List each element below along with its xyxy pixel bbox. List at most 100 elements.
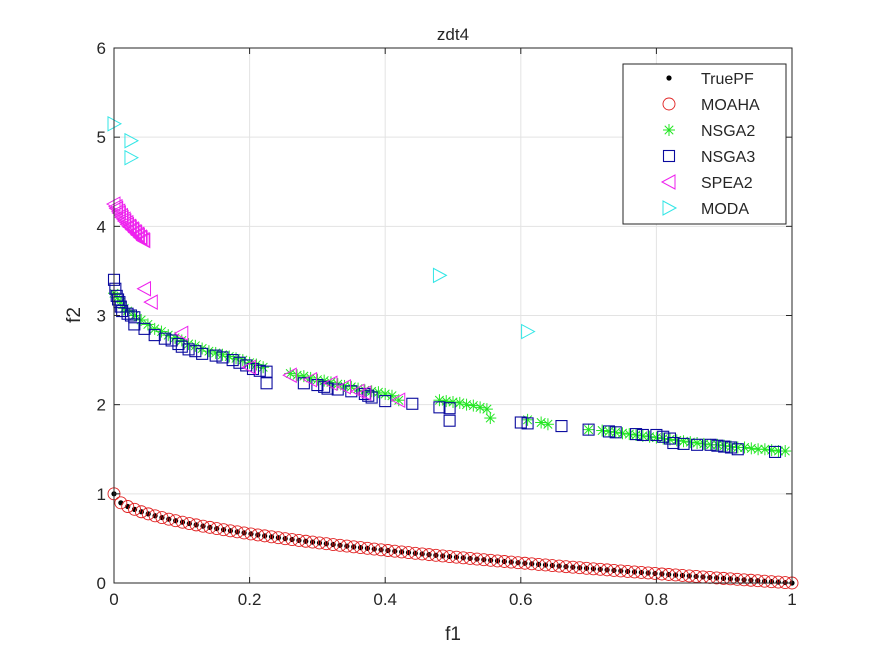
data-point (111, 205, 126, 221)
data-point (196, 347, 209, 360)
data-point (360, 541, 374, 555)
data-point (118, 214, 134, 231)
data-point (114, 496, 128, 510)
data-point (121, 307, 134, 320)
data-point (700, 574, 706, 580)
data-point (602, 425, 615, 438)
data-point (311, 378, 324, 392)
y-tick-label: 6 (97, 39, 106, 58)
data-point (223, 350, 236, 363)
tick-labels: 0 0.2 0.4 0.6 0.8 1 0 1 2 3 4 5 6 (97, 39, 797, 609)
data-point (148, 509, 162, 523)
data-point (648, 567, 662, 580)
y-axis-label: f2 (64, 307, 85, 323)
data-point (124, 309, 137, 322)
data-point (497, 555, 511, 568)
data-point (727, 576, 733, 582)
data-point (628, 565, 641, 579)
data-point (484, 412, 497, 425)
data-point (655, 567, 669, 581)
x-tick-label: 0 (109, 590, 118, 609)
data-point (189, 345, 202, 358)
data-point (260, 377, 273, 390)
data-point (436, 549, 450, 563)
data-point (367, 542, 381, 556)
data-point (667, 436, 680, 450)
data-point (210, 522, 224, 535)
data-point (388, 544, 402, 558)
data-point (313, 536, 326, 550)
data-marks (105, 115, 799, 590)
data-point (514, 416, 527, 429)
data-point (365, 385, 378, 398)
data-point (618, 568, 624, 574)
data-point (322, 375, 338, 392)
legend-label: SPEA2 (701, 175, 753, 192)
series-moaha (107, 487, 799, 590)
legend-label: NSGA3 (701, 149, 755, 166)
data-point (253, 364, 266, 377)
legend-marker-icon (663, 124, 675, 136)
data-point (539, 558, 552, 572)
data-point (143, 294, 158, 310)
data-point (443, 402, 456, 415)
data-point (182, 517, 196, 531)
data-point (126, 223, 142, 240)
data-point (625, 568, 631, 575)
data-point (545, 559, 559, 572)
legend: TruePF MOAHA NSGA2 NSGA3 SPEA2 MODA (622, 63, 787, 225)
data-point (422, 548, 436, 562)
data-point (244, 527, 258, 541)
data-point (456, 551, 470, 565)
data-point (138, 322, 151, 335)
data-point (350, 383, 365, 400)
data-point (356, 385, 372, 401)
data-point (621, 564, 635, 578)
y-tick-label: 0 (97, 574, 106, 593)
data-point (623, 428, 636, 441)
legend-label: MOAHA (701, 97, 760, 114)
data-point (440, 395, 453, 408)
legend-marker-icon (662, 149, 676, 163)
data-point (717, 571, 730, 585)
data-point (693, 573, 699, 580)
legend-item: MOAHA (662, 97, 760, 114)
data-point (657, 430, 670, 443)
data-point (129, 226, 145, 243)
data-point (521, 323, 536, 340)
x-tick-label: 1 (787, 590, 796, 609)
data-point (326, 538, 340, 551)
data-point (723, 572, 737, 586)
data-point (718, 440, 731, 453)
legend-marker-icon (662, 200, 678, 216)
data-point (175, 340, 188, 353)
data-point (609, 426, 622, 439)
data-point (748, 577, 754, 583)
data-point (203, 520, 217, 534)
data-point (121, 218, 137, 235)
data-point (751, 574, 765, 588)
data-point (607, 563, 621, 577)
data-point (302, 371, 318, 388)
data-point (724, 441, 738, 454)
data-point (209, 349, 222, 362)
data-point (707, 574, 713, 581)
data-point (631, 569, 638, 575)
data-point (669, 568, 683, 582)
data-point (233, 356, 246, 369)
data-point (155, 511, 169, 524)
legend-box (622, 63, 787, 225)
series-nsga2 (108, 287, 792, 458)
data-point (474, 401, 487, 414)
data-point (650, 428, 663, 442)
legend-item: TruePF (666, 71, 754, 88)
data-point (319, 537, 333, 551)
data-point (684, 436, 697, 449)
data-point (744, 573, 758, 587)
data-point (124, 221, 139, 237)
data-point (686, 573, 692, 579)
data-point (141, 318, 154, 331)
x-axis-label: f1 (445, 624, 461, 645)
data-point (768, 445, 782, 458)
data-point (711, 439, 724, 452)
